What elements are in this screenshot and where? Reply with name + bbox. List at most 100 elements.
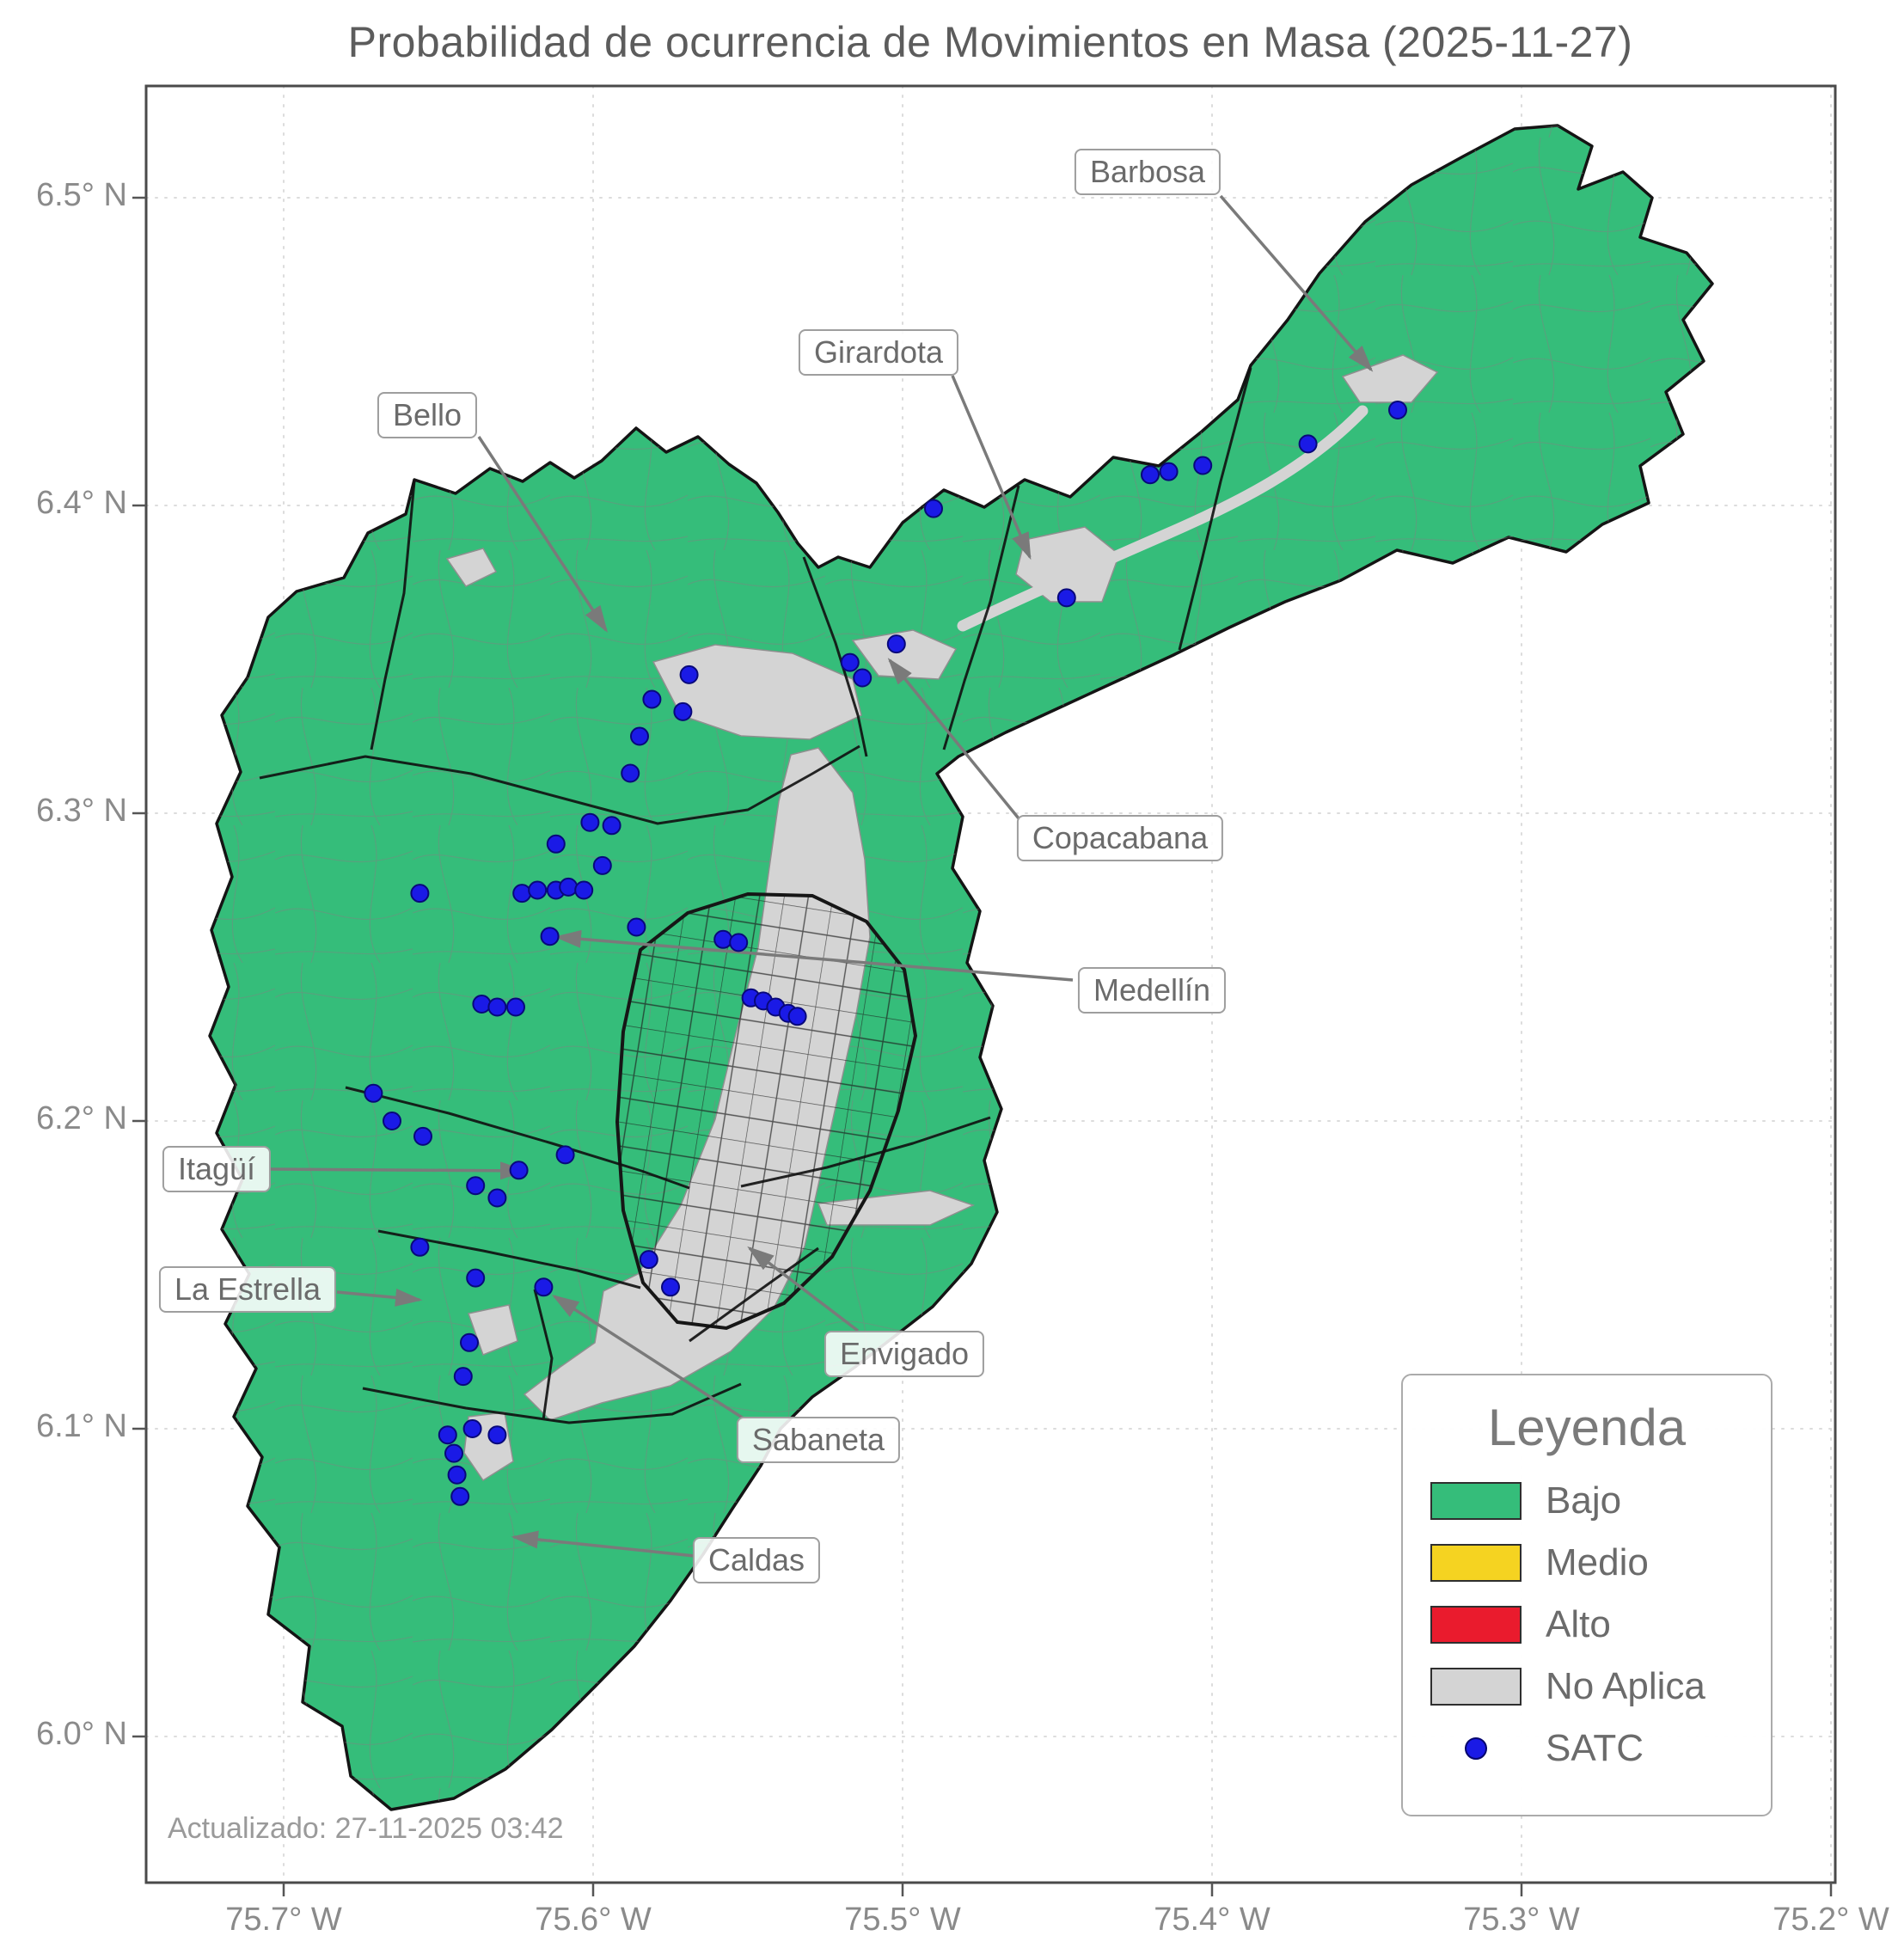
satc-station-dot — [1298, 434, 1318, 454]
satc-station-dot — [487, 997, 507, 1017]
page-title: Probabilidad de ocurrencia de Movimiento… — [347, 18, 1633, 66]
satc-station-dot — [447, 1465, 467, 1485]
legend-key-bajo — [1429, 1482, 1523, 1520]
satc-station-dot — [410, 1237, 430, 1257]
satc-station-dot — [602, 816, 621, 836]
annotation-arrow — [336, 1288, 423, 1307]
satc-station-dot — [450, 1486, 470, 1506]
urban-area-west — [445, 548, 498, 587]
annotation-arrow — [747, 1246, 860, 1332]
satc-station-dot — [840, 652, 860, 672]
legend-label-alto: Alto — [1546, 1603, 1611, 1645]
medio-swatch-icon — [1430, 1544, 1522, 1582]
legend-item-no-aplica: No Aplica — [1429, 1665, 1745, 1708]
satc-station-dot — [487, 1188, 507, 1208]
satc-station-dot — [1141, 465, 1160, 485]
satc-station-dot — [487, 1425, 507, 1445]
annotation-label-sabaneta: Sabaneta — [736, 1417, 901, 1463]
satc-station-dot — [453, 1367, 473, 1387]
annotation-label-bello: Bello — [377, 392, 478, 438]
satc-station-dot — [787, 1007, 807, 1026]
annotation-arrows — [270, 194, 1374, 1558]
x-tick-label: 75.2° W — [1773, 1902, 1889, 1938]
satc-station-dot — [383, 1112, 401, 1130]
satc-station-dot — [1388, 401, 1407, 420]
satc-station-dot — [559, 877, 579, 897]
x-tick-label: 75.3° W — [1463, 1902, 1580, 1938]
satc-station-dot — [580, 812, 600, 832]
satc-station-dot — [472, 995, 492, 1014]
urban-area-barbosa — [1341, 354, 1439, 403]
bajo-swatch-icon — [1430, 1482, 1522, 1520]
urban-area-girardota — [1015, 526, 1120, 603]
annotation-label-caldas: Caldas — [692, 1537, 821, 1583]
satc-station-dot — [630, 726, 649, 746]
satc-station-dot — [555, 1145, 575, 1165]
annotation-arrow — [887, 658, 1020, 820]
annotation-arrow — [951, 375, 1032, 560]
urban-area-copacabana — [851, 629, 958, 680]
satc-dot-icon — [1465, 1737, 1487, 1760]
legend-key-no-aplica — [1429, 1668, 1523, 1706]
satc-station-dot — [460, 1332, 479, 1352]
legend-label-medio: Medio — [1546, 1541, 1649, 1583]
satc-station-dot — [679, 665, 699, 684]
satc-station-dot — [509, 1161, 529, 1180]
satc-station-dot — [540, 927, 560, 946]
satc-station-dot — [438, 1425, 457, 1445]
y-tick-label: 6.2° N — [35, 1100, 127, 1136]
satc-station-dot — [713, 929, 733, 949]
satc-station-dot — [364, 1083, 383, 1103]
y-tick-label: 6.3° N — [35, 793, 127, 829]
legend-label-satc: SATC — [1546, 1727, 1644, 1769]
satc-station-dot — [466, 1176, 486, 1196]
medellin-urban-boundary — [615, 891, 918, 1331]
satc-station-dot — [886, 634, 906, 654]
x-tick-label: 75.6° W — [535, 1902, 652, 1938]
satc-station-dot — [661, 1277, 680, 1297]
satc-station-dot — [673, 701, 693, 721]
satc-station-dot — [729, 933, 749, 952]
satc-station-dot — [462, 1419, 482, 1438]
satc-station-dot — [512, 884, 532, 903]
satc-station-dot — [1056, 588, 1076, 608]
satc-station-dot — [410, 884, 430, 903]
plot-frame — [144, 84, 1837, 1884]
legend-item-alto: Alto — [1429, 1603, 1745, 1646]
satc-station-dot — [534, 1277, 554, 1297]
river-corridor-strip — [957, 405, 1368, 632]
annotation-arrow — [552, 1295, 747, 1422]
satc-station-dot — [1159, 462, 1179, 481]
legend-label-bajo: Bajo — [1546, 1479, 1622, 1522]
annotation-label-medellin: Medellín — [1077, 967, 1227, 1014]
annotation-label-barbosa: Barbosa — [1074, 149, 1222, 195]
x-tick-label: 75.4° W — [1154, 1902, 1271, 1938]
updated-timestamp: Actualizado: 27-11-2025 03:42 — [168, 1812, 564, 1845]
legend-key-medio — [1429, 1544, 1523, 1582]
satc-station-dot — [1193, 456, 1213, 475]
legend-item-satc: SATC — [1429, 1727, 1745, 1770]
y-tick-label: 6.1° N — [35, 1408, 127, 1444]
satc-station-dot — [528, 880, 548, 900]
x-tick-label: 75.7° W — [225, 1902, 342, 1938]
satc-station-dot — [642, 689, 662, 709]
annotation-label-envigado: Envigado — [824, 1331, 985, 1377]
satc-station-dot — [592, 855, 612, 875]
satc-station-dot — [444, 1443, 463, 1463]
satc-station-dot — [627, 917, 646, 937]
legend-title: Leyenda — [1487, 1399, 1687, 1456]
tick-marks — [132, 196, 1833, 1896]
annotation-label-itagui: Itagüí — [162, 1146, 272, 1192]
annotation-label-la-estrella: La Estrella — [158, 1266, 337, 1313]
y-tick-label: 6.0° N — [35, 1716, 127, 1752]
annotation-arrow — [511, 1530, 695, 1558]
legend-label-no-aplica: No Aplica — [1546, 1665, 1705, 1707]
urban-area-bello — [652, 644, 862, 740]
annotation-arrow — [270, 1161, 528, 1180]
y-tick-label: 6.4° N — [35, 485, 127, 521]
y-tick-label: 6.5° N — [35, 177, 127, 213]
legend: Leyenda Bajo Medio Alto No Aplica SATC — [1401, 1374, 1773, 1816]
alto-swatch-icon — [1430, 1606, 1522, 1644]
municipal-boundaries — [259, 367, 1252, 1424]
